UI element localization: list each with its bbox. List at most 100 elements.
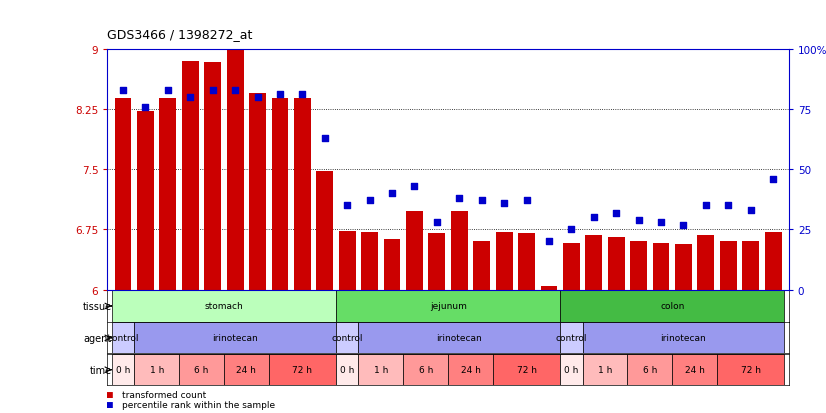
Bar bbox=[560, 323, 582, 354]
Point bbox=[229, 87, 242, 94]
Text: 1 h: 1 h bbox=[598, 366, 612, 374]
Bar bbox=[720, 242, 737, 290]
Text: 72 h: 72 h bbox=[516, 366, 537, 374]
Text: 0 h: 0 h bbox=[116, 366, 131, 374]
Point bbox=[453, 195, 466, 202]
Bar bbox=[429, 234, 445, 290]
Bar bbox=[182, 62, 199, 290]
Bar bbox=[406, 211, 423, 290]
Text: 0 h: 0 h bbox=[564, 366, 578, 374]
Bar bbox=[294, 99, 311, 290]
Text: 6 h: 6 h bbox=[194, 366, 209, 374]
Bar bbox=[115, 99, 131, 290]
Text: time: time bbox=[90, 365, 112, 375]
Point bbox=[116, 87, 130, 94]
Bar bbox=[448, 354, 493, 385]
Text: control: control bbox=[331, 334, 363, 342]
Bar bbox=[653, 243, 669, 290]
Bar bbox=[518, 234, 535, 290]
Bar bbox=[135, 323, 336, 354]
Bar bbox=[179, 354, 224, 385]
Point bbox=[543, 239, 556, 245]
Point bbox=[318, 135, 331, 142]
Text: 24 h: 24 h bbox=[236, 366, 256, 374]
Text: 72 h: 72 h bbox=[292, 366, 312, 374]
Text: 24 h: 24 h bbox=[461, 366, 481, 374]
Bar bbox=[451, 211, 468, 290]
Text: jejunum: jejunum bbox=[430, 302, 467, 311]
Bar bbox=[268, 354, 336, 385]
Text: irinotecan: irinotecan bbox=[212, 334, 258, 342]
Point bbox=[700, 202, 713, 209]
Text: ■: ■ bbox=[107, 389, 113, 399]
Bar bbox=[249, 94, 266, 290]
Bar bbox=[316, 171, 333, 290]
Bar bbox=[560, 291, 785, 322]
Bar bbox=[743, 242, 759, 290]
Bar bbox=[137, 112, 154, 290]
Text: 1 h: 1 h bbox=[150, 366, 164, 374]
Text: control: control bbox=[556, 334, 587, 342]
Bar bbox=[336, 291, 560, 322]
Point bbox=[251, 94, 264, 101]
Bar bbox=[563, 243, 580, 290]
Bar bbox=[765, 232, 781, 290]
Bar bbox=[672, 354, 717, 385]
Bar bbox=[336, 323, 358, 354]
Bar bbox=[582, 323, 785, 354]
Text: 6 h: 6 h bbox=[643, 366, 657, 374]
Text: 1 h: 1 h bbox=[373, 366, 388, 374]
Point bbox=[161, 87, 174, 94]
Bar bbox=[630, 242, 647, 290]
Text: control: control bbox=[107, 334, 139, 342]
Bar bbox=[112, 354, 135, 385]
Bar bbox=[112, 323, 135, 354]
Text: ■: ■ bbox=[107, 399, 113, 409]
Text: tissue: tissue bbox=[83, 301, 112, 311]
Text: percentile rank within the sample: percentile rank within the sample bbox=[122, 400, 275, 409]
Bar bbox=[112, 291, 336, 322]
Bar bbox=[272, 99, 288, 290]
Point bbox=[722, 202, 735, 209]
Bar bbox=[224, 354, 268, 385]
Point bbox=[497, 200, 510, 206]
Text: transformed count: transformed count bbox=[122, 389, 206, 399]
Bar bbox=[403, 354, 448, 385]
Bar bbox=[540, 286, 558, 290]
Point bbox=[296, 92, 309, 99]
Point bbox=[139, 104, 152, 111]
Bar bbox=[159, 99, 176, 290]
Bar bbox=[204, 63, 221, 290]
Point bbox=[340, 202, 354, 209]
Text: irinotecan: irinotecan bbox=[661, 334, 706, 342]
Bar bbox=[582, 354, 628, 385]
Point bbox=[273, 92, 287, 99]
Text: 24 h: 24 h bbox=[685, 366, 705, 374]
Bar bbox=[717, 354, 785, 385]
Bar bbox=[358, 354, 403, 385]
Bar bbox=[358, 323, 560, 354]
Bar bbox=[628, 354, 672, 385]
Point bbox=[654, 219, 667, 226]
Point bbox=[520, 198, 533, 204]
Text: GDS3466 / 1398272_at: GDS3466 / 1398272_at bbox=[107, 28, 253, 41]
Bar bbox=[339, 231, 356, 290]
Point bbox=[206, 87, 220, 94]
Point bbox=[183, 94, 197, 101]
Bar bbox=[560, 354, 582, 385]
Text: irinotecan: irinotecan bbox=[436, 334, 482, 342]
Point bbox=[475, 198, 488, 204]
Text: stomach: stomach bbox=[205, 302, 244, 311]
Point bbox=[386, 190, 399, 197]
Point bbox=[744, 207, 757, 214]
Text: colon: colon bbox=[660, 302, 685, 311]
Text: agent: agent bbox=[83, 333, 112, 343]
Bar bbox=[586, 235, 602, 290]
Bar bbox=[496, 232, 513, 290]
Bar bbox=[675, 244, 692, 290]
Point bbox=[587, 214, 601, 221]
Bar bbox=[336, 354, 358, 385]
Text: 72 h: 72 h bbox=[741, 366, 761, 374]
Point bbox=[363, 198, 377, 204]
Point bbox=[767, 176, 780, 183]
